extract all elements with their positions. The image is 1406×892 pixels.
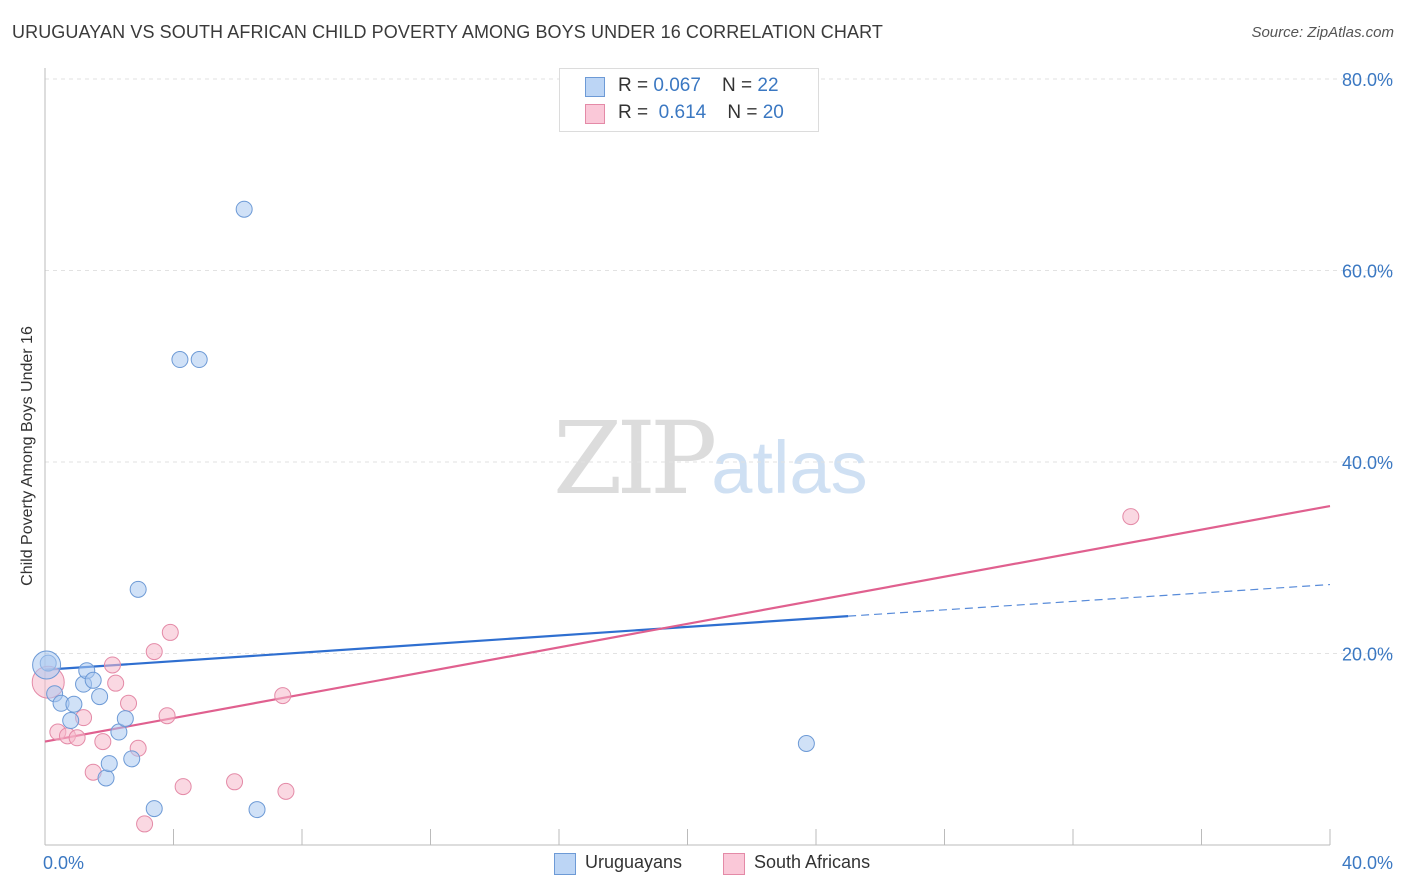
correlation-legend: R = 0.067 N = 22 R = 0.614 N = 20 [559,68,819,132]
x-tick-label-max: 40.0% [1342,853,1393,873]
uruguayans-point [100,755,118,773]
south-africans-point [226,773,244,791]
south-africans-point [277,782,295,800]
uruguayans-point [190,351,208,369]
south-africans-point [103,656,121,674]
legend-r-value: 0.067 [653,75,701,96]
source-label: Source: ZipAtlas.com [1251,24,1394,41]
legend-r-value: 0.614 [658,102,707,123]
south-africans-point [1122,508,1140,526]
uruguayans-point [91,688,109,706]
south-africans-point [107,674,125,692]
data-points [31,200,1140,833]
uruguayans-legend-swatch [554,853,576,875]
legend-r-label: R = [618,75,654,96]
south-africans-legend-swatch [723,853,745,875]
legend-n-value: 20 [762,102,784,123]
south-africans-point [274,687,292,705]
south-africans-legend-label: South Africans [754,852,871,872]
uruguayans-point [116,710,134,728]
uruguayans-point [62,712,80,730]
south-africans-point [174,778,192,796]
uruguayans-trend-extension [848,583,1331,617]
south-africans-point [94,733,112,751]
uruguayans-point [97,769,115,787]
south-africans-point [161,623,179,641]
y-tick-label: 20.0% [1342,645,1393,665]
y-axis-label: Child Poverty Among Boys Under 16 [19,326,36,586]
uruguayans-point [235,200,253,218]
south-africans-point [120,694,138,712]
trend-lines [44,504,1331,743]
south-africans-point [136,815,154,833]
south-africans-point [158,707,176,725]
uruguayans-point [797,735,815,753]
uruguayans-trend-line [44,615,849,671]
legend-n-label: N = [727,102,763,123]
tick-labels: 80.0% 60.0% 40.0% 20.0% 0.0% 40.0% [43,70,1393,873]
legend-n-value: 22 [757,75,779,96]
south-africans-point [68,729,86,747]
south-africans-swatch [585,104,605,124]
uruguayans-swatch [585,77,605,97]
uruguayans-point [129,580,147,598]
x-tick-label-min: 0.0% [43,853,84,873]
legend-n-label: N = [722,75,758,96]
y-tick-label: 80.0% [1342,70,1393,90]
uruguayans-point [32,650,62,680]
legend-r-label: R = [618,102,654,123]
y-tick-label: 40.0% [1342,453,1393,473]
grid-lines [45,78,1393,654]
uruguayans-point [123,750,141,768]
uruguayans-point [84,671,102,689]
chart-title: URUGUAYAN VS SOUTH AFRICAN CHILD POVERTY… [12,22,883,42]
south-africans-trend-line [44,504,1331,743]
uruguayans-point [171,351,189,369]
uruguayans-legend-label: Uruguayans [585,852,683,872]
axes [44,68,1331,846]
y-tick-label: 60.0% [1342,262,1393,282]
south-africans-point [145,643,163,661]
uruguayans-point [65,695,83,713]
uruguayans-point [145,800,163,818]
uruguayans-point [248,801,266,819]
